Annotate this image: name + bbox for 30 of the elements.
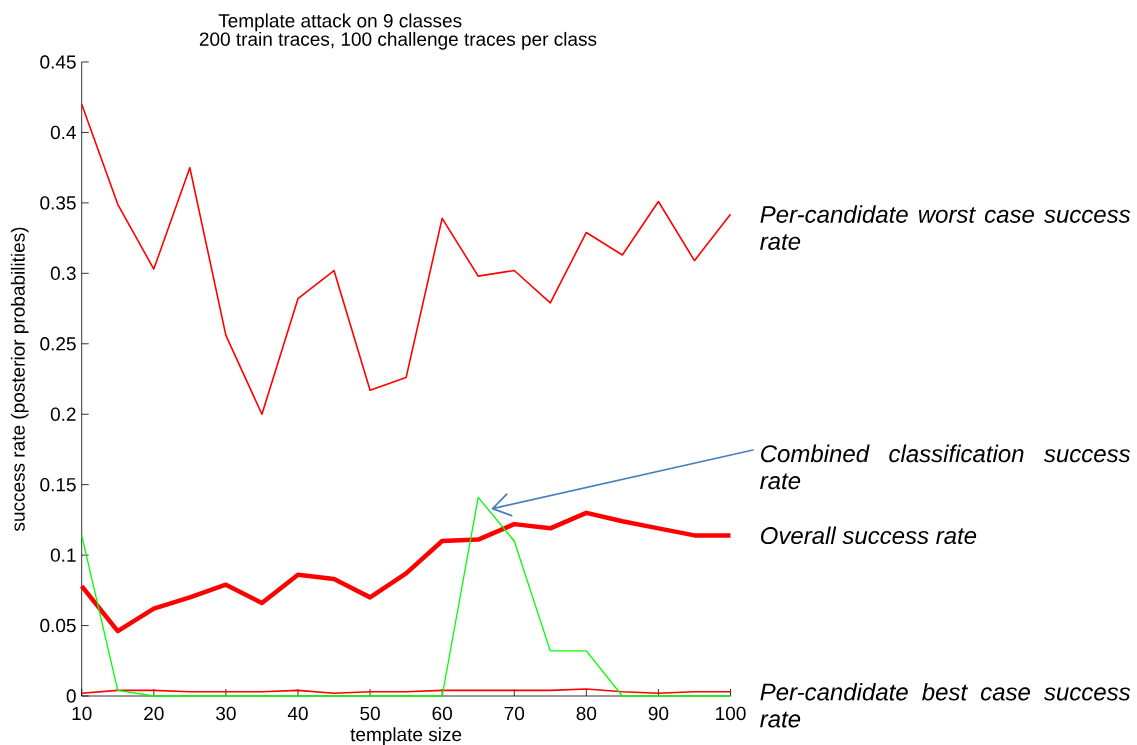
line-series bbox=[79, 510, 733, 634]
annotation: Combined classification success rate bbox=[760, 444, 1131, 490]
x-tick-label: 20 bbox=[144, 706, 164, 721]
x-tick-label: 50 bbox=[360, 706, 380, 721]
x-tick-label: 80 bbox=[576, 706, 597, 721]
x-tick-label: 100 bbox=[716, 706, 746, 721]
y-tick-label: 0.2 bbox=[50, 407, 76, 421]
y-tick-label: 0 bbox=[66, 689, 76, 703]
x-tick-label: 90 bbox=[648, 706, 669, 721]
y-tick-label: 0.1 bbox=[50, 548, 76, 562]
y-tick-label: 0.4 bbox=[50, 125, 76, 140]
chart-subtitle: 200 train traces, 100 challenge traces per class bbox=[199, 31, 597, 50]
chart-title: Template attack on 9 classes bbox=[218, 13, 462, 32]
y-tick-label: 0.35 bbox=[40, 196, 76, 210]
x-tick-label: 40 bbox=[287, 706, 308, 721]
y-axis-title: success rate (posterior probabilities) bbox=[10, 227, 29, 532]
series-label: Per-candidate worst case success rate bbox=[760, 205, 1131, 250]
x-tick-label: 30 bbox=[216, 706, 236, 721]
x-axis-title: template size bbox=[350, 727, 462, 745]
y-tick-label: 0.3 bbox=[50, 266, 76, 281]
y-tick-label: 0.15 bbox=[40, 477, 76, 492]
y-tick-label: 0.45 bbox=[40, 55, 76, 69]
x-tick-label: 70 bbox=[504, 706, 525, 721]
x-tick-label: 10 bbox=[72, 706, 92, 721]
y-tick-label: 0.05 bbox=[40, 618, 76, 633]
x-tick-label: 60 bbox=[432, 706, 452, 721]
y-tick-label: 0.25 bbox=[40, 337, 76, 351]
series-label: Overall success rate bbox=[761, 526, 977, 545]
line-series bbox=[80, 103, 732, 416]
series-label: Per-candidate best case success rate bbox=[760, 682, 1131, 728]
